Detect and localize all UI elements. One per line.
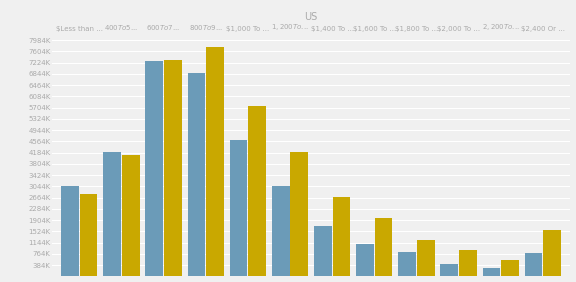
Bar (145, 61, 163, 276)
Bar (356, 244, 374, 276)
Bar (441, 264, 458, 276)
Bar (79, 193, 97, 276)
Bar (164, 60, 181, 276)
Bar (543, 230, 561, 276)
Bar (374, 218, 392, 276)
Bar (525, 253, 543, 276)
Bar (122, 155, 139, 276)
Bar (188, 74, 205, 276)
Bar (61, 186, 79, 276)
Bar (459, 250, 477, 276)
Bar (332, 197, 350, 276)
Bar (501, 260, 519, 276)
Bar (103, 152, 121, 276)
Bar (230, 140, 248, 276)
Bar (483, 268, 501, 276)
Bar (290, 152, 308, 276)
Bar (272, 186, 290, 276)
Bar (206, 47, 224, 276)
Bar (248, 106, 266, 276)
Bar (417, 240, 434, 276)
Bar (314, 226, 332, 276)
Title: US: US (304, 12, 318, 22)
Bar (398, 252, 416, 276)
